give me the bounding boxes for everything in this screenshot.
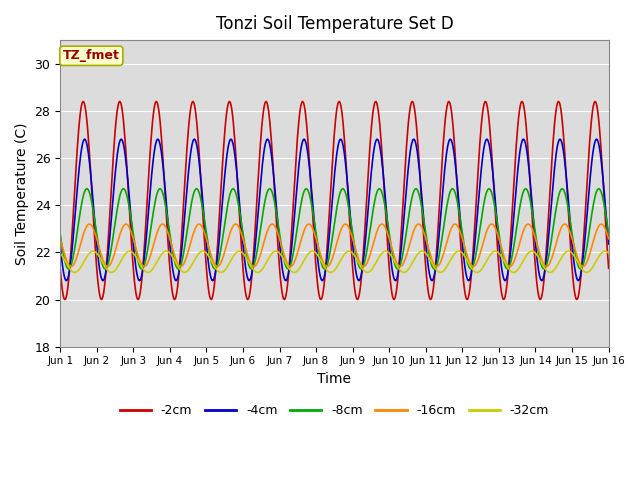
- -16cm: [56, 236, 64, 241]
- -4cm: [56, 241, 64, 247]
- -32cm: [605, 251, 612, 256]
- -8cm: [124, 198, 132, 204]
- -16cm: [268, 221, 276, 227]
- -16cm: [287, 264, 294, 269]
- Line: -2cm: -2cm: [60, 101, 609, 300]
- -16cm: [179, 263, 186, 269]
- -4cm: [180, 225, 188, 230]
- -16cm: [605, 236, 612, 241]
- Y-axis label: Soil Temperature (C): Soil Temperature (C): [15, 122, 29, 264]
- -8cm: [605, 231, 612, 237]
- X-axis label: Time: Time: [317, 372, 351, 386]
- -32cm: [179, 269, 187, 275]
- -16cm: [403, 252, 410, 258]
- -2cm: [179, 211, 187, 216]
- -32cm: [56, 251, 64, 256]
- -4cm: [209, 278, 216, 284]
- -32cm: [419, 248, 426, 254]
- -16cm: [123, 221, 131, 227]
- -32cm: [180, 270, 188, 276]
- -4cm: [66, 264, 74, 270]
- -8cm: [403, 228, 410, 234]
- Line: -16cm: -16cm: [60, 224, 609, 266]
- -2cm: [171, 297, 179, 302]
- -4cm: [419, 203, 426, 208]
- Line: -8cm: -8cm: [60, 189, 609, 269]
- -8cm: [67, 263, 75, 269]
- -2cm: [419, 216, 426, 222]
- -8cm: [83, 186, 91, 192]
- -32cm: [209, 261, 216, 266]
- -2cm: [66, 260, 74, 266]
- -2cm: [403, 144, 410, 149]
- -2cm: [123, 158, 131, 164]
- Legend: -2cm, -4cm, -8cm, -16cm, -32cm: -2cm, -4cm, -8cm, -16cm, -32cm: [115, 399, 554, 422]
- Text: TZ_fmet: TZ_fmet: [63, 49, 120, 62]
- -16cm: [207, 253, 215, 259]
- -16cm: [66, 264, 74, 269]
- -8cm: [180, 250, 188, 255]
- -2cm: [209, 293, 216, 299]
- -2cm: [605, 265, 612, 271]
- -32cm: [123, 250, 131, 255]
- -16cm: [419, 226, 426, 232]
- -4cm: [154, 136, 162, 142]
- -4cm: [403, 184, 410, 190]
- -32cm: [163, 248, 170, 254]
- -4cm: [136, 278, 143, 284]
- -32cm: [66, 266, 74, 272]
- -2cm: [56, 265, 64, 271]
- Line: -4cm: -4cm: [60, 139, 609, 281]
- -8cm: [209, 264, 216, 269]
- Line: -32cm: -32cm: [60, 251, 609, 273]
- -4cm: [123, 164, 131, 169]
- -2cm: [189, 98, 196, 104]
- -8cm: [56, 231, 64, 237]
- Title: Tonzi Soil Temperature Set D: Tonzi Soil Temperature Set D: [216, 15, 453, 33]
- -32cm: [403, 268, 410, 274]
- -4cm: [605, 241, 612, 247]
- -8cm: [419, 209, 426, 215]
- -8cm: [65, 266, 72, 272]
